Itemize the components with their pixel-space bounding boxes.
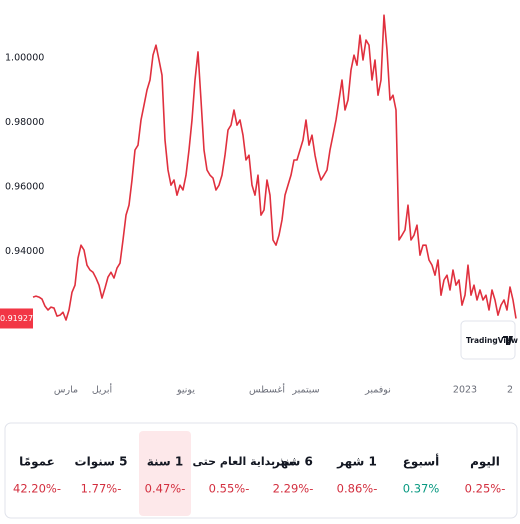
y-tick-label: 0.94000 — [5, 246, 44, 257]
performance-card — [4, 422, 518, 519]
performance-cell[interactable]: 5 سنوات 1.77%- — [75, 455, 128, 496]
brand-logo — [503, 336, 513, 345]
performance-cell[interactable]: اليوم 0.25%- — [465, 455, 506, 496]
performance-cell[interactable]: أسبوع 0.37% — [403, 454, 440, 496]
x-tick-label: 2023 — [453, 385, 477, 396]
performance-cell[interactable]: 1 سنة 0.47%- — [139, 431, 191, 516]
performance-cell[interactable]: منذ بداية العام حتى اليوم 0.55%- — [161, 455, 296, 496]
branding-badge[interactable]: TradingView — [460, 320, 518, 360]
last-value-label: 0.91927 — [0, 314, 33, 323]
x-tick-label: أغسطس — [249, 383, 285, 396]
performance-label[interactable]: عمومًا — [19, 455, 55, 470]
y-tick-label: 1.00000 — [5, 53, 44, 64]
x-tick-label: يونيو — [176, 385, 195, 396]
performance-cell[interactable]: 6 شهر 2.29%- — [272, 455, 313, 496]
selected-cell-bg — [139, 431, 191, 516]
performance-value: 0.25%- — [465, 482, 506, 496]
performance-value: 0.55%- — [209, 482, 250, 496]
performance-label[interactable]: اليوم — [470, 455, 500, 470]
performance-cell[interactable]: عمومًا 42.20%- — [13, 455, 61, 496]
performance-label[interactable]: منذ بداية العام حتى اليوم — [161, 455, 296, 468]
performance-value: 0.47%- — [145, 482, 186, 496]
performance-label[interactable]: 6 شهر — [272, 455, 313, 469]
performance-label[interactable]: أسبوع — [403, 454, 440, 470]
badge-box[interactable] — [460, 320, 516, 360]
brand-text[interactable]: TradingView — [466, 336, 518, 345]
x-tick-label: سبتمبر — [291, 385, 319, 396]
performance-value: 42.20%- — [13, 482, 61, 496]
performance-value: 0.37% — [403, 482, 440, 496]
y-tick-label: 0.98000 — [5, 117, 44, 128]
x-tick-label: نوفمبر — [364, 385, 391, 396]
performance-value: 0.86%- — [337, 482, 378, 496]
performance-label[interactable]: 1 سنة — [147, 455, 184, 469]
x-tick-label: مارس — [54, 385, 78, 396]
performance-label[interactable]: 5 سنوات — [75, 455, 128, 470]
x-tick-label: أبريل — [92, 383, 113, 396]
x-tick-label: 2 — [507, 385, 513, 396]
price-line — [32, 14, 517, 321]
performance-label[interactable]: 1 شهر — [336, 455, 377, 469]
performance-cell[interactable]: 1 شهر 0.86%- — [336, 455, 377, 496]
y-tick-label: 0.96000 — [5, 182, 44, 193]
last-value-box — [0, 308, 33, 329]
performance-value: 2.29%- — [273, 482, 314, 496]
performance-value: 1.77%- — [81, 482, 122, 496]
